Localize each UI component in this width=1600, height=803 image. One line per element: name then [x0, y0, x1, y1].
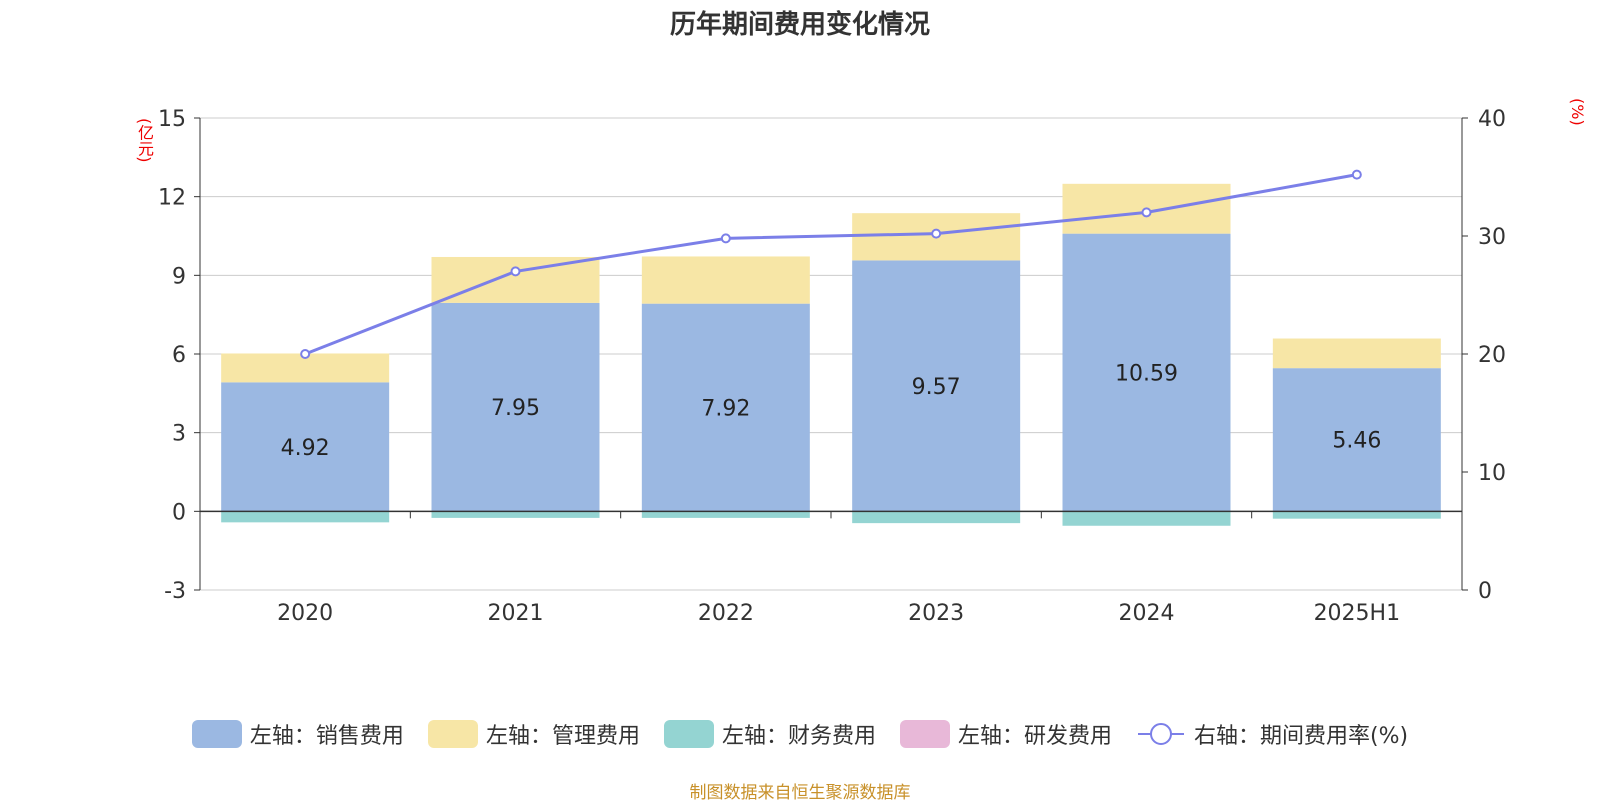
x-axis-tick-label: 2022	[698, 601, 754, 626]
right-axis-tick-label: 0	[1478, 579, 1492, 604]
bar-data-label: 10.59	[1115, 361, 1178, 386]
legend: 左轴：销售费用 左轴：管理费用 左轴：财务费用 左轴：研发费用 右轴：期间费用率…	[0, 718, 1600, 750]
legend-swatch-finance	[663, 720, 714, 748]
bar-data-label: 5.46	[1332, 429, 1381, 454]
bar-segment	[221, 511, 390, 523]
source-note: 制图数据来自恒生聚源数据库	[689, 783, 911, 803]
right-axis-unit: (%)	[1568, 98, 1587, 126]
legend-item-rate[interactable]: 右轴：期间费用率(%)	[1136, 718, 1408, 750]
legend-label-finance: 左轴：财务费用	[721, 724, 876, 749]
left-axis-tick-label: 6	[172, 343, 186, 368]
data-labels: 4.92 7.95 7.92 9.57 10.59 5.46	[281, 361, 1382, 460]
rate-line-point	[720, 233, 731, 244]
x-axis-tick-label: 2023	[908, 601, 964, 626]
bar-segment	[641, 511, 810, 518]
bar-segment	[431, 511, 600, 518]
legend-label-admin: 左轴：管理费用	[485, 724, 640, 749]
rate-line-point	[510, 266, 521, 277]
x-axis-tick-label: 2024	[1119, 601, 1175, 626]
legend-swatch-admin	[427, 720, 478, 748]
x-axis-tick-label: 2020	[277, 601, 333, 626]
legend-item-finance[interactable]: 左轴：财务费用	[663, 718, 876, 750]
x-axis-tick-label: 2025H1	[1314, 601, 1401, 626]
rate-line-point	[1141, 207, 1152, 218]
legend-label-sales: 左轴：销售费用	[249, 724, 404, 749]
legend-swatch-sales	[191, 720, 242, 748]
rate-line	[300, 169, 1362, 359]
right-axis-tick-label: 10	[1478, 461, 1506, 486]
bar-segment	[431, 302, 600, 512]
axes: -3 0 3 6 9 12 15 0 10 20 30 40 2020 2021 2022 2023 2024 2…	[158, 107, 1506, 626]
left-axis-tick-label: 15	[158, 107, 186, 132]
left-axis-tick-label: 9	[172, 264, 186, 289]
rate-line-point	[1351, 169, 1362, 180]
bar-data-label: 7.92	[701, 396, 750, 421]
left-axis-tick-label: 0	[172, 500, 186, 525]
right-axis-tick-label: 20	[1478, 343, 1506, 368]
legend-item-admin[interactable]: 左轴：管理费用	[427, 718, 640, 750]
bar-segment	[1272, 511, 1441, 519]
legend-item-sales[interactable]: 左轴：销售费用	[191, 718, 404, 750]
bar-segment	[1272, 368, 1441, 512]
legend-swatch-rnd	[899, 720, 950, 748]
rate-line-point	[300, 349, 311, 359]
bar-segment	[641, 256, 810, 304]
legend-label-rnd: 左轴：研发费用	[957, 724, 1112, 749]
chart-title: 历年期间费用变化情况	[669, 10, 930, 40]
right-axis-tick-label: 40	[1478, 107, 1506, 132]
bar-segment	[431, 256, 600, 303]
bar-data-label: 9.57	[912, 375, 961, 400]
bar-segment	[1062, 233, 1231, 512]
rate-line-point	[931, 228, 942, 239]
left-axis-tick-label: 3	[172, 422, 186, 447]
left-axis-tick-label: 12	[158, 186, 186, 211]
bars	[221, 183, 1441, 526]
bar-segment	[641, 303, 810, 512]
bar-segment	[1272, 338, 1441, 369]
bar-segment	[221, 382, 390, 512]
bar-data-label: 4.92	[281, 436, 330, 461]
bar-segment	[852, 511, 1021, 524]
legend-line-icon	[1137, 723, 1184, 745]
legend-item-rnd[interactable]: 左轴：研发费用	[899, 718, 1112, 750]
left-axis-tick-label: -3	[164, 579, 186, 604]
right-axis-tick-label: 30	[1478, 225, 1506, 250]
left-axis-unit: (亿元)	[135, 118, 154, 163]
x-axis-tick-label: 2021	[488, 601, 544, 626]
rate-line-path	[304, 173, 1358, 356]
grid-lines	[200, 117, 1462, 591]
legend-label-rate: 右轴：期间费用率(%)	[1193, 724, 1409, 749]
bar-segment	[1062, 511, 1231, 526]
bar-segment	[852, 260, 1021, 512]
bar-data-label: 7.95	[491, 396, 540, 421]
